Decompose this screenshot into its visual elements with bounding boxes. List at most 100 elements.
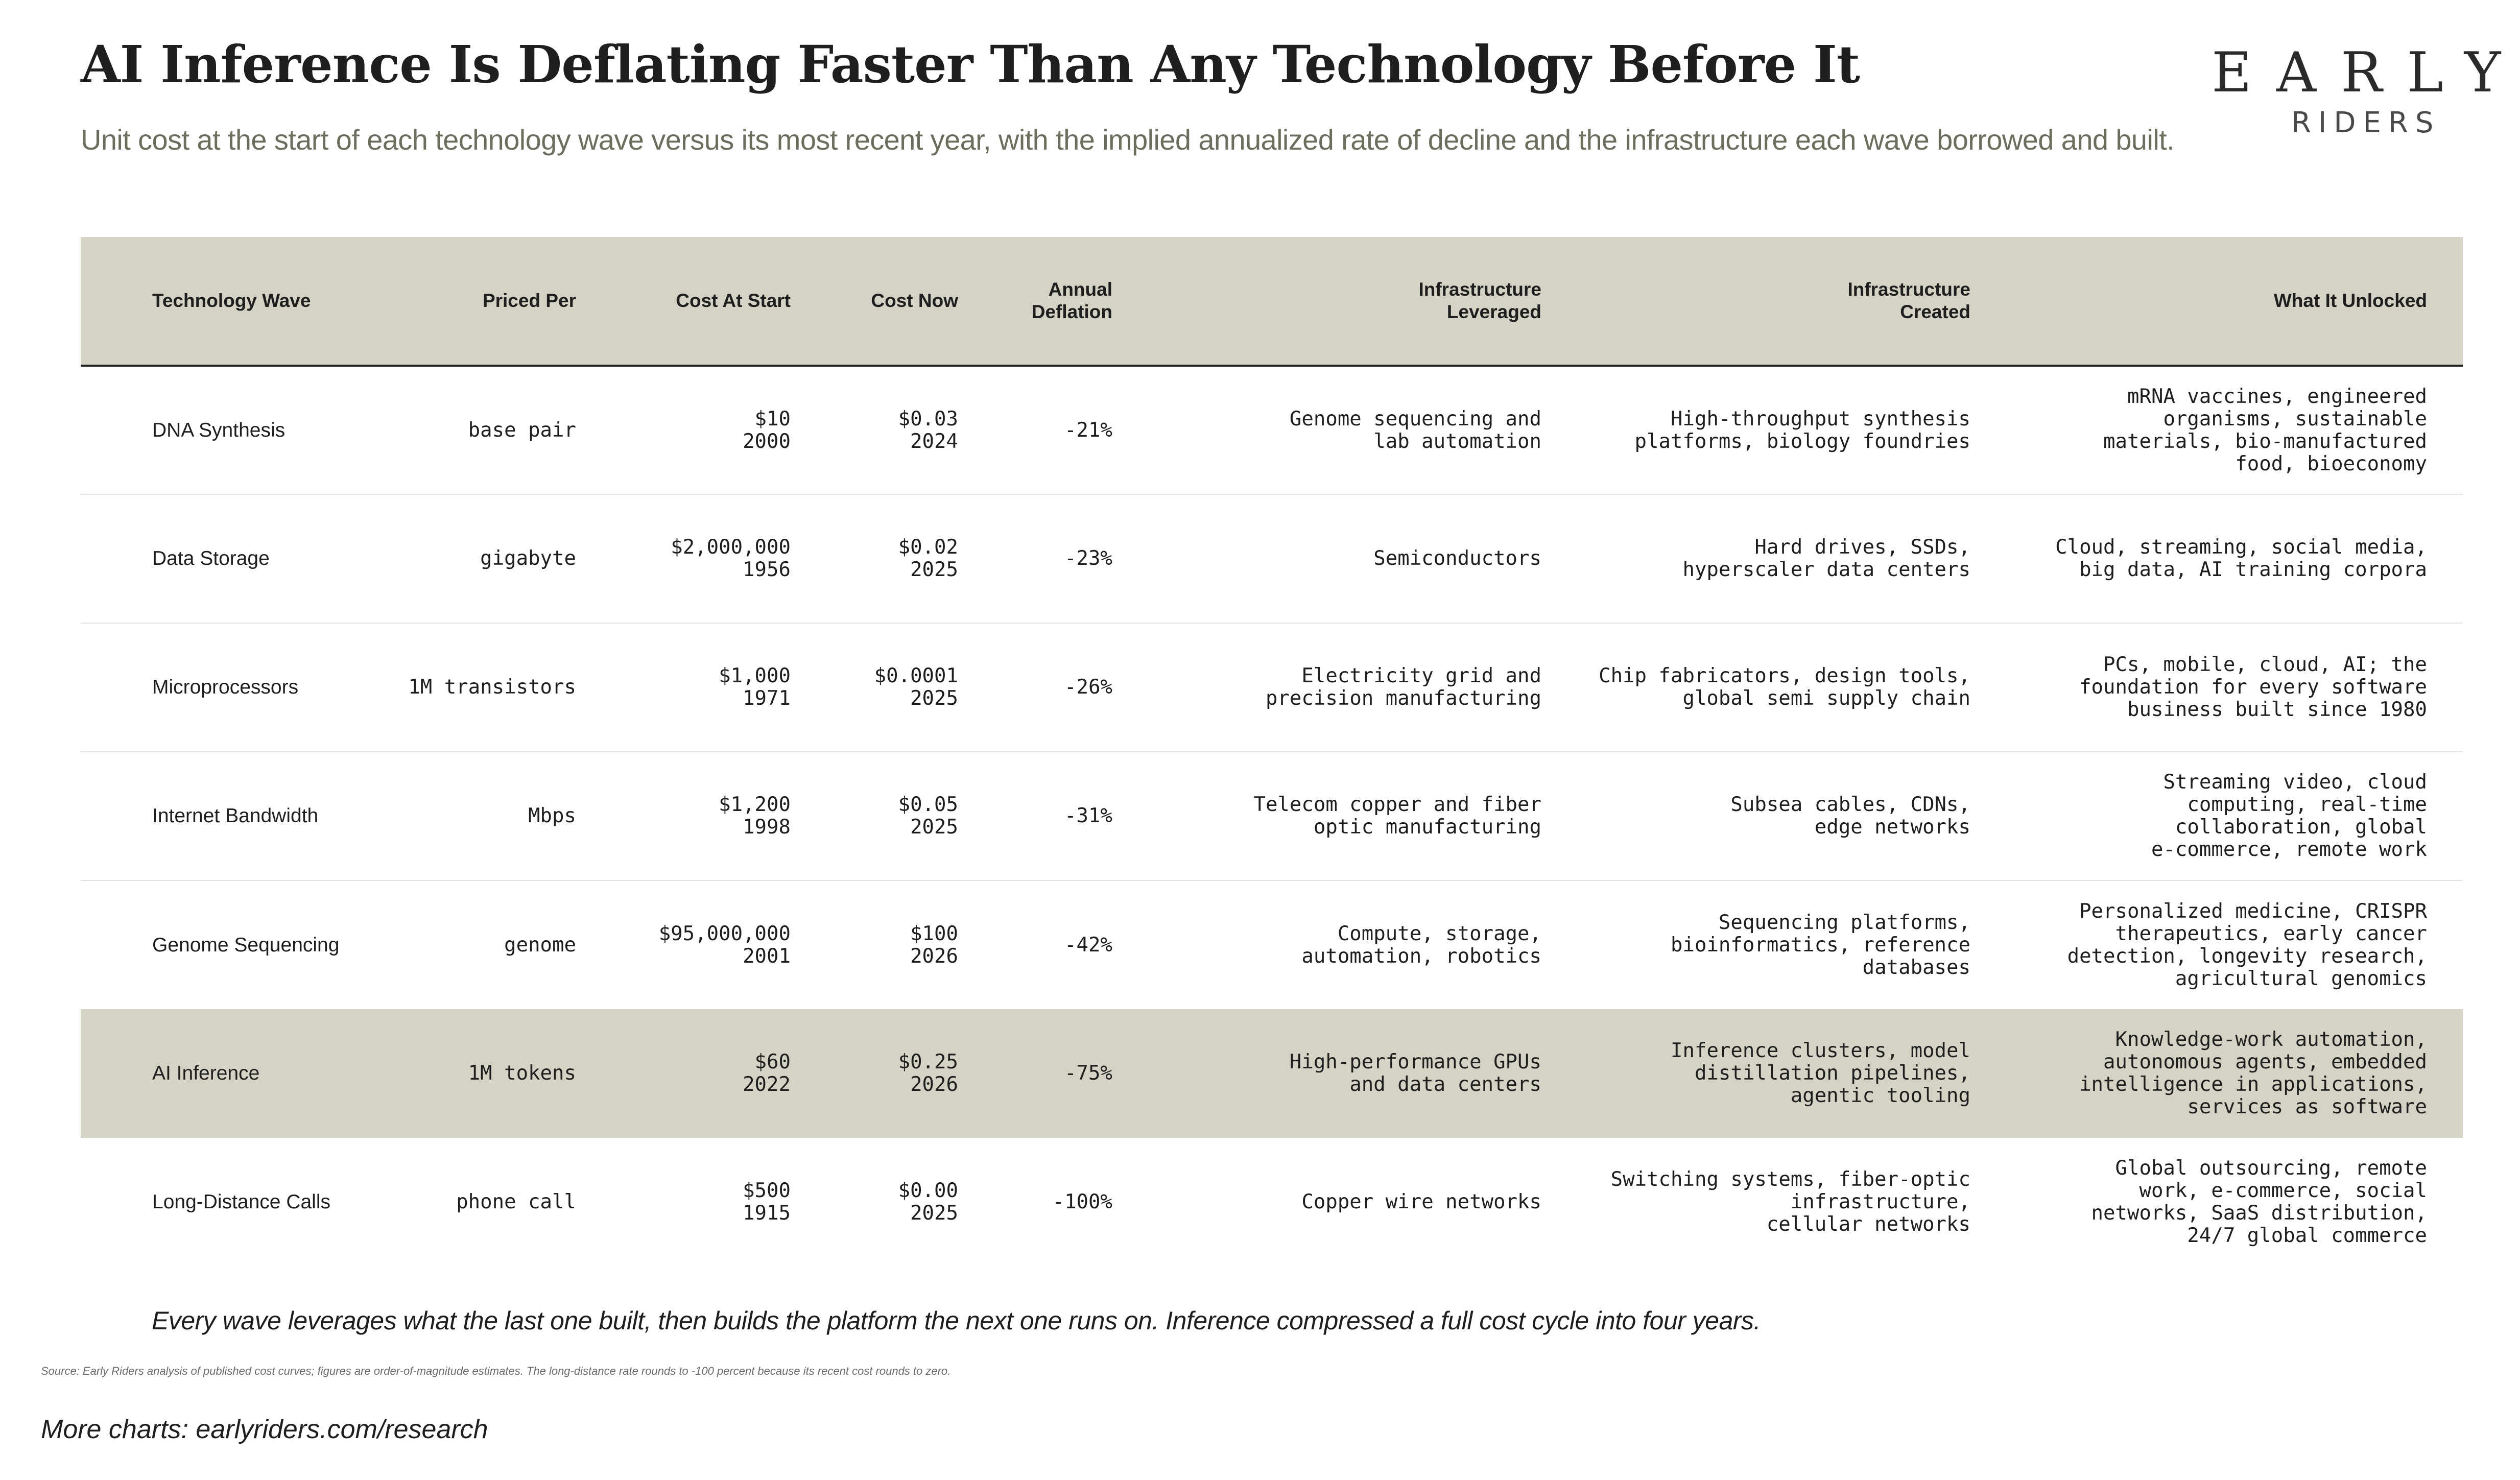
infrastructure-leveraged-cell-line: Semiconductors bbox=[1373, 547, 1541, 570]
column-header-priced-per: Priced Per bbox=[346, 237, 576, 367]
cost-now-cell-line: $0.03 bbox=[898, 407, 958, 431]
what-it-unlocked-cell-line: therapeutics, early cancer bbox=[2115, 922, 2427, 945]
table-header-row: Technology Wave Priced Per Cost At Start Co… bbox=[81, 237, 2463, 367]
what-it-unlocked-cell: mRNA vaccines, engineered organisms, sust… bbox=[1970, 366, 2463, 495]
what-it-unlocked-cell-line: Streaming video, cloud bbox=[2163, 771, 2427, 794]
cost-now-cell: $0.02 2025 bbox=[791, 494, 958, 624]
cost-at-start-cell-line: 2000 bbox=[743, 429, 791, 453]
what-it-unlocked-cell-line: agricultural genomics bbox=[2175, 967, 2427, 990]
cost-now-cell: $0.0001 2025 bbox=[791, 623, 958, 752]
what-it-unlocked-cell-line: services as software bbox=[2187, 1095, 2427, 1118]
technology-wave-cell: AI Inference bbox=[152, 1062, 260, 1084]
column-header-label: What It Unlocked bbox=[2273, 290, 2427, 311]
what-it-unlocked-cell-line: e-commerce, remote work bbox=[2151, 838, 2427, 861]
infrastructure-leveraged-cell: Semiconductors bbox=[1112, 494, 1541, 624]
table-row: Long-Distance Calls phone call $500 1915 $0.… bbox=[81, 1138, 2463, 1267]
what-it-unlocked-cell-line: big data, AI training corpora bbox=[2079, 558, 2427, 581]
what-it-unlocked-cell-line: 24/7 global commerce bbox=[2187, 1224, 2427, 1247]
infrastructure-leveraged-cell-line: Compute, storage, bbox=[1337, 922, 1541, 945]
infrastructure-created-cell-line: Sequencing platforms, bbox=[1718, 911, 1970, 934]
what-it-unlocked-cell-line: Cloud, streaming, social media, bbox=[2055, 536, 2427, 559]
table-row: Data Storage gigabyte $2,000,000 1956 $0.02 2… bbox=[81, 494, 2463, 624]
infrastructure-created-cell: Hard drives, SSDs, hyperscaler data cente… bbox=[1541, 494, 1970, 624]
column-header-label: Annual bbox=[1048, 279, 1112, 300]
what-it-unlocked-cell-line: food, bioeconomy bbox=[2235, 452, 2427, 475]
source-note: Source: Early Riders analysis of publish… bbox=[41, 1365, 951, 1377]
infrastructure-created-cell-line: Switching systems, fiber-optic bbox=[1610, 1168, 1970, 1191]
column-header-label: Infrastructure bbox=[1847, 279, 1970, 300]
what-it-unlocked-cell: Cloud, streaming, social media, big data,… bbox=[1970, 494, 2463, 624]
column-header-label: Priced Per bbox=[482, 290, 576, 311]
infrastructure-created-cell-line: Inference clusters, model bbox=[1671, 1039, 1970, 1062]
infrastructure-leveraged-cell: Genome sequencing and lab automation bbox=[1112, 366, 1541, 495]
column-header-label: Cost Now bbox=[871, 290, 958, 311]
infrastructure-created-cell-line: Subsea cables, CDNs, bbox=[1730, 793, 1970, 816]
infrastructure-leveraged-cell-line: precision manufacturing bbox=[1265, 687, 1541, 710]
technology-wave-cell: Long-Distance Calls bbox=[152, 1191, 331, 1213]
infrastructure-created-cell-line: Chip fabricators, design tools, bbox=[1599, 664, 1970, 687]
infrastructure-leveraged-cell-line: and data centers bbox=[1349, 1073, 1541, 1096]
annual-deflation-cell: -42% bbox=[1064, 933, 1112, 957]
page-title: AI Inference Is Deflating Faster Than An… bbox=[81, 34, 1860, 94]
infrastructure-created-cell: High-throughput synthesis platforms, biol… bbox=[1541, 366, 1970, 495]
cost-now-cell-line: 2025 bbox=[910, 1202, 958, 1225]
infrastructure-created-cell-line: agentic tooling bbox=[1790, 1084, 1970, 1107]
column-header-infrastructure-created: Infrastructure Created bbox=[1541, 237, 1970, 367]
infrastructure-created-cell: Switching systems, fiber-optic infrastruc… bbox=[1541, 1138, 1970, 1267]
infrastructure-created-cell-line: Hard drives, SSDs, bbox=[1754, 536, 1970, 559]
what-it-unlocked-cell-line: PCs, mobile, cloud, AI; the bbox=[2103, 653, 2427, 676]
cost-now-cell: $0.25 2026 bbox=[791, 1009, 958, 1138]
priced-per-cell: 1M tokens bbox=[468, 1062, 576, 1085]
cost-now-cell-line: 2025 bbox=[910, 558, 958, 581]
infrastructure-leveraged-cell-line: automation, robotics bbox=[1301, 944, 1541, 968]
infrastructure-leveraged-cell: High-performance GPUs and data centers bbox=[1112, 1009, 1541, 1138]
what-it-unlocked-cell: PCs, mobile, cloud, AI; the foundation fo… bbox=[1970, 623, 2463, 752]
priced-per-cell: genome bbox=[504, 933, 576, 957]
priced-per-cell: 1M transistors bbox=[346, 623, 576, 752]
column-header-label: Cost At Start bbox=[676, 290, 791, 311]
cost-at-start-cell: $1,000 1971 bbox=[576, 623, 791, 752]
annual-deflation-cell: -31% bbox=[958, 752, 1112, 881]
infrastructure-leveraged-cell: Compute, storage, automation, robotics bbox=[1112, 880, 1541, 1009]
table-row: Genome Sequencing genome $95,000,000 2001 $1… bbox=[81, 880, 2463, 1009]
table-row: AI Inference 1M tokens $60 2022 $0.25 2026 -75… bbox=[81, 1009, 2463, 1138]
infrastructure-created-cell-line: infrastructure, bbox=[1790, 1190, 1970, 1213]
column-header-infrastructure-leveraged: Infrastructure Leveraged bbox=[1112, 237, 1541, 367]
infrastructure-leveraged-cell: Copper wire networks bbox=[1112, 1138, 1541, 1267]
infrastructure-created-cell-line: distillation pipelines, bbox=[1694, 1062, 1970, 1085]
early-riders-logo: EARLY RIDERS bbox=[2212, 40, 2501, 147]
cost-now-cell-line: $0.0001 bbox=[874, 664, 958, 687]
cost-at-start-cell: $10 2000 bbox=[576, 366, 791, 495]
what-it-unlocked-cell-line: materials, bio-manufactured bbox=[2103, 429, 2427, 453]
cost-at-start-cell-line: $500 bbox=[743, 1179, 791, 1202]
cost-now-cell-line: $0.25 bbox=[898, 1051, 958, 1073]
cost-now-cell-line: $0.00 bbox=[898, 1179, 958, 1202]
infrastructure-leveraged-cell-line: Genome sequencing and bbox=[1289, 407, 1541, 431]
cost-at-start-cell: $1,200 1998 bbox=[576, 752, 791, 881]
cost-now-cell: $0.00 2025 bbox=[791, 1138, 958, 1267]
infrastructure-created-cell: Inference clusters, model distillation pi… bbox=[1541, 1009, 1970, 1138]
infrastructure-created-cell-line: edge networks bbox=[1814, 816, 1970, 839]
cost-now-cell: $100 2026 bbox=[791, 880, 958, 1009]
column-header-what-it-unlocked: What It Unlocked bbox=[1970, 237, 2463, 367]
what-it-unlocked-cell-line: foundation for every software bbox=[2079, 676, 2427, 699]
more-charts-link[interactable]: More charts: earlyriders.com/research bbox=[41, 1415, 488, 1444]
column-header-label: Infrastructure bbox=[1418, 279, 1541, 300]
priced-per-cell: phone call bbox=[456, 1190, 576, 1213]
table-row: DNA Synthesis base pair $10 2000 $0.03 2024 -2… bbox=[81, 366, 2463, 495]
infrastructure-created-cell: Sequencing platforms, bioinformatics, ref… bbox=[1541, 880, 1970, 1009]
cost-at-start-cell-line: 1956 bbox=[743, 558, 791, 581]
what-it-unlocked-cell-line: networks, SaaS distribution, bbox=[2091, 1202, 2427, 1225]
column-header-label: Deflation bbox=[1031, 301, 1112, 322]
technology-wave-cell: Internet Bandwidth bbox=[81, 752, 346, 881]
annual-deflation-cell: -26% bbox=[958, 623, 1112, 752]
cost-now-cell-line: 2025 bbox=[910, 687, 958, 710]
column-header-technology-wave: Technology Wave bbox=[81, 237, 346, 367]
cost-now-cell-line: 2026 bbox=[910, 944, 958, 968]
technology-wave-cell: DNA Synthesis bbox=[81, 366, 346, 495]
column-header-label: Leveraged bbox=[1446, 301, 1541, 322]
infrastructure-leveraged-cell-line: Electricity grid and bbox=[1301, 664, 1541, 687]
what-it-unlocked-cell-line: detection, longevity research, bbox=[2067, 944, 2427, 968]
what-it-unlocked-cell-line: collaboration, global bbox=[2175, 816, 2427, 839]
cost-at-start-cell-line: 1998 bbox=[743, 816, 791, 839]
